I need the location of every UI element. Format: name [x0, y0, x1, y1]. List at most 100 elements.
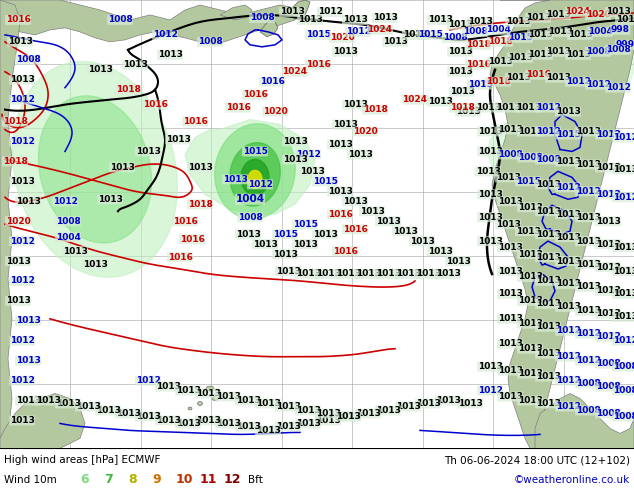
- Polygon shape: [13, 62, 178, 277]
- Text: 1008: 1008: [612, 362, 634, 371]
- Text: 1013: 1013: [595, 163, 621, 172]
- Text: 1013: 1013: [415, 399, 441, 408]
- Text: 1024: 1024: [368, 25, 392, 34]
- Text: Wind 10m: Wind 10m: [4, 475, 57, 485]
- Text: 1015: 1015: [243, 147, 268, 156]
- Text: 1012: 1012: [555, 376, 581, 385]
- Text: 1004: 1004: [235, 194, 264, 204]
- Text: 1008: 1008: [612, 386, 634, 395]
- Text: 1013: 1013: [283, 137, 307, 146]
- Text: 1013: 1013: [595, 309, 621, 318]
- Text: 1013: 1013: [536, 230, 560, 239]
- Text: 1013: 1013: [467, 18, 493, 26]
- Text: 1013: 1013: [555, 233, 581, 242]
- Text: 1013: 1013: [517, 203, 543, 212]
- Text: 1013: 1013: [16, 317, 41, 325]
- Text: 1012: 1012: [53, 197, 77, 206]
- Text: 1013: 1013: [6, 296, 30, 305]
- Text: 8: 8: [128, 473, 136, 486]
- Text: 1013: 1013: [477, 237, 502, 245]
- Text: 1013: 1013: [195, 389, 221, 398]
- Text: 1012: 1012: [576, 356, 600, 365]
- Text: 1015: 1015: [306, 30, 330, 39]
- Text: 1016: 1016: [167, 252, 193, 262]
- Text: 1013: 1013: [536, 349, 560, 358]
- Text: Bft: Bft: [248, 475, 263, 485]
- Text: 1013: 1013: [216, 392, 240, 401]
- Text: 1013: 1013: [87, 65, 112, 74]
- Text: 1008: 1008: [250, 13, 275, 23]
- Ellipse shape: [188, 407, 192, 410]
- Text: 1013: 1013: [555, 279, 581, 289]
- Text: 1016: 1016: [526, 70, 550, 79]
- Text: 1013: 1013: [517, 296, 543, 305]
- Text: 1008: 1008: [198, 37, 223, 47]
- Text: 1013: 1013: [595, 287, 621, 295]
- Text: 1012: 1012: [247, 180, 273, 189]
- Text: 1004: 1004: [486, 25, 510, 34]
- Text: 1012: 1012: [612, 193, 634, 202]
- Text: 1013: 1013: [375, 406, 401, 415]
- Text: 1013: 1013: [333, 120, 358, 129]
- Text: 1013: 1013: [498, 392, 522, 401]
- Text: 1018: 1018: [450, 103, 474, 112]
- Text: 1013: 1013: [448, 48, 472, 56]
- Text: 1013: 1013: [450, 87, 474, 96]
- Text: 1013: 1013: [276, 422, 301, 431]
- Text: 1013: 1013: [555, 302, 581, 311]
- Text: 1013: 1013: [333, 48, 358, 56]
- Text: 1008: 1008: [238, 213, 262, 221]
- Text: 1013: 1013: [576, 237, 600, 245]
- Text: 1013: 1013: [536, 299, 560, 308]
- Text: 1013: 1013: [477, 190, 502, 199]
- Polygon shape: [241, 159, 269, 196]
- Text: 1013: 1013: [122, 60, 148, 69]
- Text: 1013: 1013: [477, 147, 502, 156]
- Text: 1012: 1012: [10, 336, 34, 345]
- Text: 1012: 1012: [595, 130, 621, 139]
- Ellipse shape: [212, 396, 218, 400]
- Text: Th 06-06-2024 18:00 UTC (12+102): Th 06-06-2024 18:00 UTC (12+102): [444, 455, 630, 465]
- Text: 999: 999: [616, 40, 634, 49]
- Text: 1015: 1015: [273, 230, 297, 239]
- Text: 1008: 1008: [595, 382, 621, 391]
- Text: 1013: 1013: [356, 409, 380, 418]
- Text: 1013: 1013: [498, 339, 522, 348]
- Text: 10: 10: [176, 473, 193, 486]
- Text: 1012: 1012: [10, 137, 34, 146]
- Text: 1013: 1013: [256, 426, 280, 435]
- Text: 1013: 1013: [16, 197, 41, 206]
- Text: 1013: 1013: [505, 73, 531, 82]
- Text: 1013: 1013: [403, 30, 427, 39]
- Text: 1013: 1013: [356, 270, 380, 278]
- Text: 1013: 1013: [515, 227, 540, 236]
- Text: 1013: 1013: [136, 147, 160, 156]
- Text: 1008: 1008: [586, 48, 611, 56]
- Text: 1013: 1013: [508, 53, 533, 62]
- Text: 1013: 1013: [223, 175, 247, 184]
- Text: 1013: 1013: [498, 290, 522, 298]
- Polygon shape: [290, 0, 310, 20]
- Text: 1020: 1020: [330, 33, 354, 42]
- Text: 6: 6: [80, 473, 89, 486]
- Text: 1013: 1013: [375, 270, 401, 278]
- Text: 1008: 1008: [498, 150, 522, 159]
- Text: 1013: 1013: [576, 160, 600, 169]
- Text: 1013: 1013: [335, 412, 361, 421]
- Text: 1013: 1013: [446, 257, 470, 266]
- Text: 1013: 1013: [75, 402, 100, 411]
- Text: 1013: 1013: [477, 127, 502, 136]
- Text: 1013: 1013: [347, 150, 372, 159]
- Text: 1018: 1018: [486, 77, 510, 86]
- Text: 1013: 1013: [527, 30, 552, 39]
- Text: 1012: 1012: [153, 30, 178, 39]
- Text: 1016: 1016: [179, 235, 204, 244]
- Polygon shape: [0, 0, 300, 45]
- Text: 1013: 1013: [476, 167, 500, 176]
- Text: 1013: 1013: [427, 15, 453, 24]
- Text: 1013: 1013: [6, 257, 30, 266]
- Text: 1013: 1013: [526, 13, 550, 23]
- Text: 1013: 1013: [335, 270, 361, 278]
- Text: 1013: 1013: [546, 10, 571, 20]
- Text: 1013: 1013: [292, 240, 318, 248]
